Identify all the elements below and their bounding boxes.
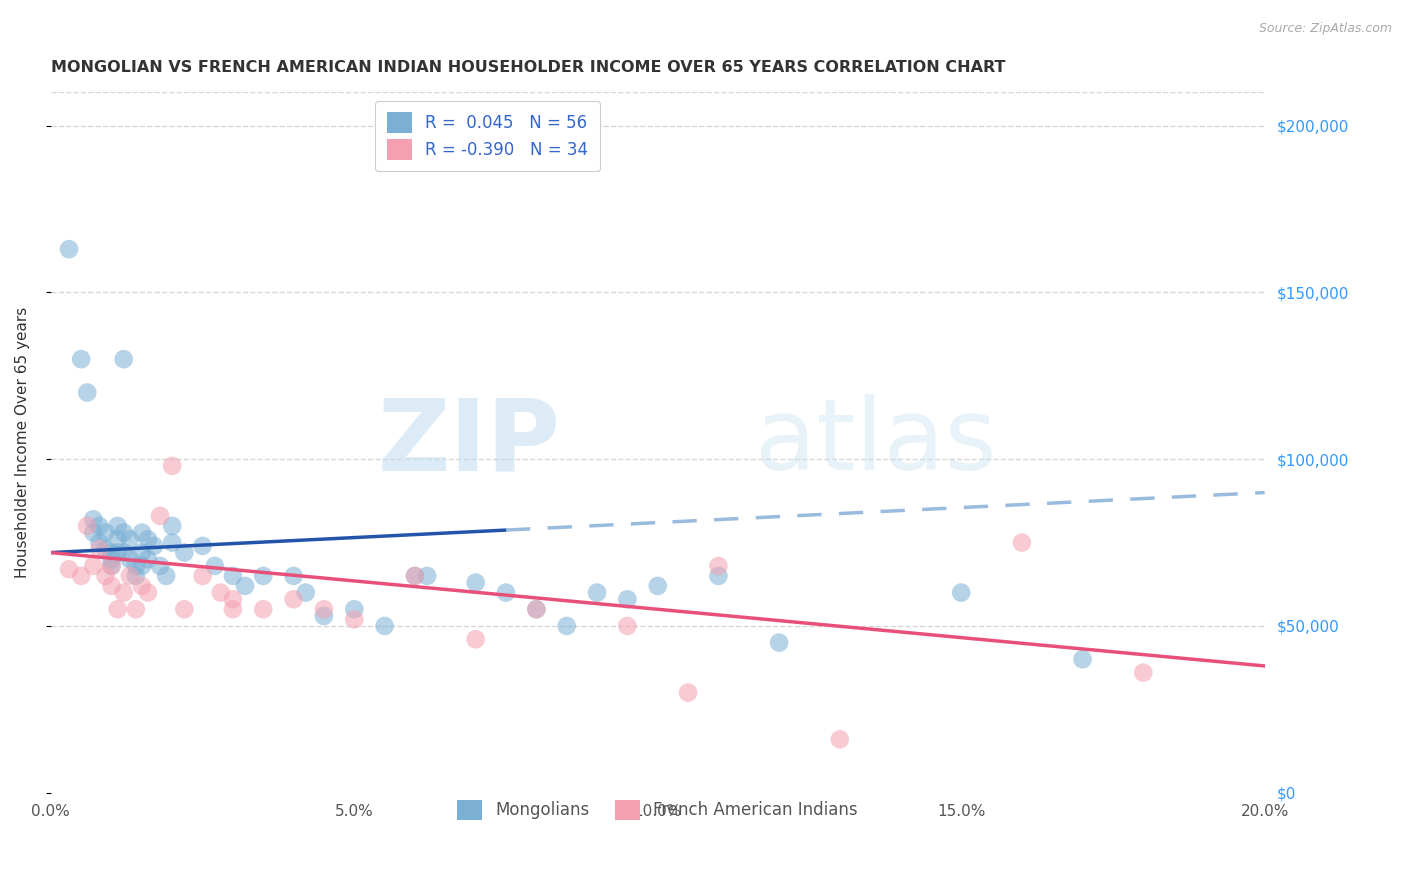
Point	[76, 519, 98, 533]
Point	[524, 602, 547, 616]
Point	[107, 545, 129, 559]
Point	[89, 519, 111, 533]
Point	[131, 525, 153, 540]
Point	[125, 569, 148, 583]
Point	[94, 525, 117, 540]
Point	[131, 558, 153, 573]
Point	[173, 545, 195, 559]
Point	[160, 535, 183, 549]
Point	[676, 685, 699, 699]
Point	[312, 609, 335, 624]
Point	[107, 533, 129, 547]
Point	[1071, 652, 1094, 666]
Point	[143, 539, 166, 553]
Point	[107, 602, 129, 616]
Point	[82, 512, 104, 526]
Point	[160, 519, 183, 533]
Point	[131, 579, 153, 593]
Point	[82, 558, 104, 573]
Point	[125, 558, 148, 573]
Text: ZIP: ZIP	[378, 394, 561, 491]
Point	[294, 585, 316, 599]
Point	[416, 569, 439, 583]
Point	[70, 352, 93, 367]
Point	[118, 552, 141, 566]
Point	[82, 525, 104, 540]
Point	[404, 569, 426, 583]
Point	[204, 558, 226, 573]
Point	[283, 592, 305, 607]
Point	[283, 569, 305, 583]
Point	[112, 545, 135, 559]
Text: atlas: atlas	[755, 394, 997, 491]
Point	[89, 535, 111, 549]
Point	[107, 519, 129, 533]
Text: Source: ZipAtlas.com: Source: ZipAtlas.com	[1258, 22, 1392, 36]
Point	[252, 569, 274, 583]
Point	[222, 592, 245, 607]
Point	[374, 619, 396, 633]
Point	[191, 569, 214, 583]
Point	[524, 602, 547, 616]
Point	[112, 525, 135, 540]
Point	[222, 602, 245, 616]
Point	[76, 385, 98, 400]
Point	[464, 632, 486, 647]
Point	[616, 592, 638, 607]
Point	[58, 562, 80, 576]
Point	[828, 732, 851, 747]
Point	[149, 558, 172, 573]
Point	[586, 585, 609, 599]
Point	[555, 619, 578, 633]
Point	[404, 569, 426, 583]
Point	[112, 352, 135, 367]
Point	[252, 602, 274, 616]
Point	[136, 552, 159, 566]
Point	[233, 579, 256, 593]
Point	[100, 552, 122, 566]
Point	[118, 569, 141, 583]
Point	[191, 539, 214, 553]
Point	[209, 585, 232, 599]
Point	[222, 569, 245, 583]
Point	[149, 508, 172, 523]
Point	[112, 585, 135, 599]
Point	[100, 545, 122, 559]
Point	[118, 533, 141, 547]
Point	[70, 569, 93, 583]
Point	[94, 569, 117, 583]
Point	[136, 533, 159, 547]
Point	[160, 458, 183, 473]
Point	[464, 575, 486, 590]
Point	[343, 602, 366, 616]
Point	[155, 569, 177, 583]
Point	[125, 602, 148, 616]
Legend: Mongolians, French American Indians: Mongolians, French American Indians	[444, 787, 872, 833]
Point	[100, 579, 122, 593]
Point	[707, 569, 730, 583]
Y-axis label: Householder Income Over 65 years: Householder Income Over 65 years	[15, 307, 30, 578]
Point	[312, 602, 335, 616]
Point	[136, 585, 159, 599]
Text: MONGOLIAN VS FRENCH AMERICAN INDIAN HOUSEHOLDER INCOME OVER 65 YEARS CORRELATION: MONGOLIAN VS FRENCH AMERICAN INDIAN HOUS…	[51, 60, 1005, 75]
Point	[343, 612, 366, 626]
Point	[495, 585, 517, 599]
Point	[1011, 535, 1033, 549]
Point	[89, 542, 111, 557]
Point	[131, 545, 153, 559]
Point	[616, 619, 638, 633]
Point	[950, 585, 973, 599]
Point	[768, 635, 790, 649]
Point	[100, 558, 122, 573]
Point	[707, 558, 730, 573]
Point	[1132, 665, 1154, 680]
Point	[94, 542, 117, 557]
Point	[647, 579, 669, 593]
Point	[100, 558, 122, 573]
Point	[173, 602, 195, 616]
Point	[58, 242, 80, 256]
